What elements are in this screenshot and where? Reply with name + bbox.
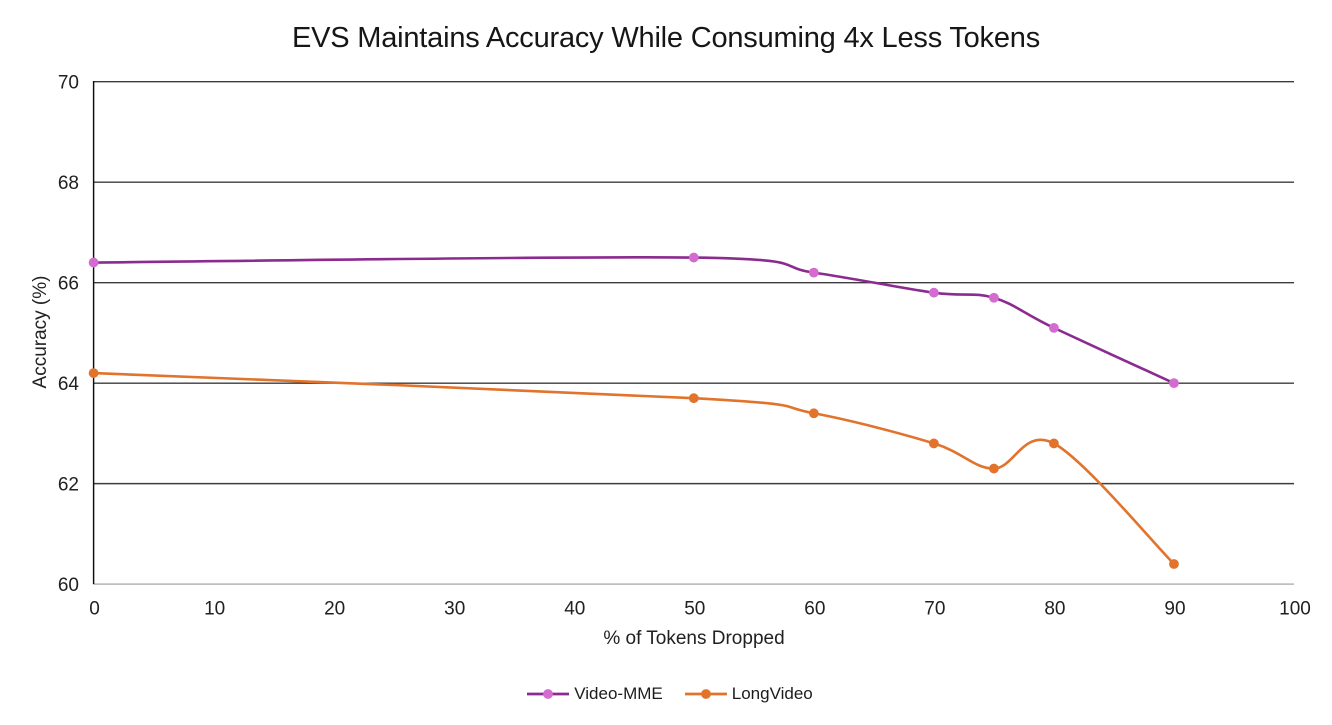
x-tick-label-10: 10 [204,598,225,619]
data-point-longvideo-70 [928,438,939,449]
legend-item-longvideo: LongVideo [684,684,813,704]
data-point-video-mme-90 [1169,378,1179,389]
data-point-longvideo-50 [688,393,699,404]
legend-item-video-mme: Video-MME [527,684,663,704]
legend-label: LongVideo [731,684,813,703]
x-tick-label-100: 100 [1279,598,1311,619]
legend: Video-MME LongVideo [0,681,1332,707]
y-axis-title: Accuracy (%) [30,275,51,389]
data-point-video-mme-60 [808,267,819,278]
data-point-video-mme-50 [688,252,699,263]
y-tick-label-68: 68 [58,173,79,194]
data-point-video-mme-80 [1049,322,1059,333]
data-point-longvideo-80 [1049,438,1059,449]
x-axis-title: % of Tokens Dropped [603,628,785,649]
data-point-longvideo-60 [808,408,819,419]
chart-title: EVS Maintains Accuracy While Consuming 4… [291,22,1041,54]
series-line-video-mme [92,255,1176,385]
x-tick-label-30: 30 [444,598,465,619]
x-tick-label-50: 50 [684,598,705,619]
x-tick-label-40: 40 [564,598,585,619]
legend-marker-icon [527,689,570,699]
data-point-video-mme-75 [989,292,999,303]
data-point-longvideo-90 [1169,559,1179,569]
x-tick-label-60: 60 [804,598,825,619]
data-point-longvideo-75 [989,463,999,474]
x-tick-label-20: 20 [324,598,345,619]
y-tick-label-60: 60 [58,575,79,596]
x-tick-label-90: 90 [1164,598,1185,619]
y-tick-label-66: 66 [58,273,79,294]
x-tick-label-0: 0 [89,598,100,619]
data-point-video-mme-0 [88,257,99,268]
y-tick-label-70: 70 [58,73,79,94]
x-tick-label-70: 70 [924,598,945,619]
data-point-longvideo-0 [88,368,99,378]
x-tick-label-80: 80 [1044,598,1065,619]
legend-marker-icon [684,689,727,699]
y-tick-label-62: 62 [58,474,79,495]
legend-label: Video-MME [574,684,663,703]
series-line-longvideo [92,371,1176,566]
y-tick-label-64: 64 [58,374,80,395]
data-point-video-mme-70 [928,287,939,298]
